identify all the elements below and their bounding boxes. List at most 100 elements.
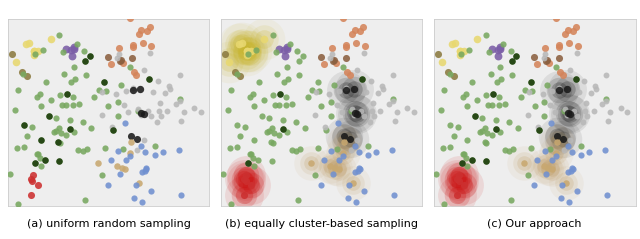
Point xyxy=(554,86,564,89)
Point xyxy=(273,72,283,76)
Point xyxy=(481,159,491,163)
Point xyxy=(438,88,449,92)
Point xyxy=(182,153,193,157)
Point xyxy=(136,144,147,148)
Point xyxy=(545,147,555,151)
Point xyxy=(136,114,146,117)
Point xyxy=(126,134,136,138)
Point xyxy=(259,38,269,41)
Point xyxy=(241,179,251,183)
Point xyxy=(330,166,340,170)
Point xyxy=(459,183,469,187)
Point xyxy=(259,38,269,41)
Point xyxy=(232,145,242,149)
Point xyxy=(74,103,84,106)
Point xyxy=(156,114,166,118)
Point xyxy=(249,138,259,141)
Point xyxy=(622,110,632,114)
Point xyxy=(189,106,200,110)
Point xyxy=(204,90,214,93)
Point xyxy=(106,62,116,66)
Point xyxy=(131,183,141,187)
Point xyxy=(575,144,586,148)
Point xyxy=(237,41,248,45)
Point xyxy=(128,86,138,89)
Point xyxy=(552,140,563,144)
Point xyxy=(54,159,65,163)
Point xyxy=(259,98,269,102)
Point xyxy=(483,103,493,107)
Point xyxy=(447,42,458,46)
Point xyxy=(243,52,253,56)
Point xyxy=(484,50,494,54)
Point xyxy=(242,49,252,53)
Point xyxy=(526,146,536,150)
Point xyxy=(452,193,462,196)
Point xyxy=(154,101,164,105)
Point xyxy=(590,84,600,88)
Point xyxy=(495,77,506,81)
Point xyxy=(467,158,477,162)
Point xyxy=(251,48,261,52)
Point xyxy=(116,166,127,170)
Point xyxy=(349,28,360,32)
Point xyxy=(26,177,36,180)
Point xyxy=(511,54,522,58)
Point xyxy=(352,112,362,116)
Point xyxy=(31,152,42,156)
Point xyxy=(413,69,424,73)
Point xyxy=(344,183,355,187)
Point xyxy=(342,196,353,200)
Point xyxy=(554,88,564,92)
Point xyxy=(204,156,214,160)
Point xyxy=(540,52,550,56)
Point xyxy=(282,130,292,134)
Point xyxy=(242,49,252,53)
Point xyxy=(113,114,124,118)
Point xyxy=(242,49,252,53)
Point xyxy=(437,60,447,64)
Point xyxy=(241,173,252,177)
Point xyxy=(516,95,526,98)
Point xyxy=(567,166,577,169)
Point xyxy=(540,149,550,153)
Point xyxy=(353,150,364,154)
Point xyxy=(616,106,626,110)
Point xyxy=(274,47,284,51)
Point xyxy=(329,58,339,62)
Point xyxy=(361,90,371,94)
Point xyxy=(134,181,145,185)
Point xyxy=(543,166,553,170)
Point xyxy=(327,52,337,56)
Point xyxy=(355,167,365,171)
Point xyxy=(541,59,551,63)
Point xyxy=(554,88,564,92)
Point xyxy=(558,137,568,141)
Point xyxy=(136,28,147,32)
Point xyxy=(147,44,157,48)
Point xyxy=(141,166,151,169)
Point xyxy=(51,116,61,120)
Point xyxy=(562,87,572,91)
Point xyxy=(529,55,539,59)
Point xyxy=(139,68,149,72)
Point xyxy=(244,152,255,156)
Point xyxy=(175,98,185,101)
Point xyxy=(21,42,31,46)
Point xyxy=(344,73,355,77)
Point xyxy=(345,137,355,141)
Point xyxy=(85,54,95,58)
Point xyxy=(401,97,411,101)
Point xyxy=(349,111,360,115)
Point xyxy=(378,87,388,91)
Point xyxy=(300,126,310,130)
Point xyxy=(572,189,582,193)
Point xyxy=(241,173,252,177)
Point xyxy=(479,140,490,144)
Point xyxy=(241,173,252,177)
Point xyxy=(333,167,344,171)
Point xyxy=(80,59,90,63)
Point xyxy=(271,50,281,54)
Point xyxy=(100,89,111,92)
Point xyxy=(239,177,249,180)
